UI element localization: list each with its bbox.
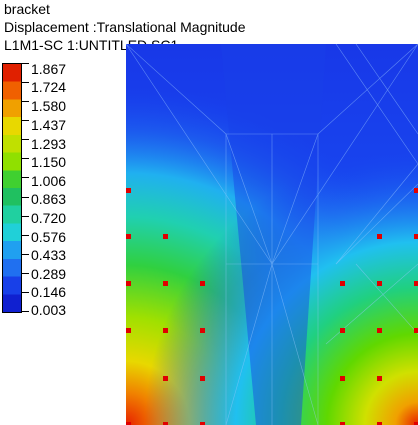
legend-tick — [22, 63, 29, 64]
constraint-marker — [377, 281, 382, 286]
constraint-marker — [200, 281, 205, 286]
header: bracket Displacement :Translational Magn… — [4, 0, 246, 54]
constraint-marker — [414, 422, 418, 425]
constraint-marker — [200, 376, 205, 381]
mesh-edge — [335, 163, 418, 265]
constraint-marker — [163, 376, 168, 381]
model-name: bracket — [4, 1, 50, 17]
legend-value: 1.293 — [31, 136, 67, 152]
legend-tick — [22, 272, 29, 274]
mesh-edge — [225, 263, 273, 425]
constraint-marker — [126, 328, 131, 333]
color-bar — [2, 63, 22, 313]
constraint-marker — [200, 422, 205, 425]
legend-tick — [22, 101, 29, 103]
legend-value: 0.720 — [31, 210, 67, 226]
legend-tick — [22, 139, 29, 141]
constraint-marker — [163, 328, 168, 333]
mesh-edge — [355, 44, 418, 135]
constraint-marker — [126, 422, 131, 425]
constraint-marker — [414, 281, 418, 286]
legend-tick — [22, 82, 29, 84]
mesh-edge — [126, 44, 273, 265]
constraint-marker — [200, 328, 205, 333]
mesh-edge — [271, 133, 319, 265]
constraint-marker — [377, 422, 382, 425]
result-title: Displacement :Translational Magnitude — [4, 19, 246, 35]
legend-value: 1.867 — [31, 61, 67, 77]
fringe-plot-canvas[interactable] — [126, 44, 418, 425]
legend-value: 0.433 — [31, 247, 67, 263]
constraint-marker — [163, 422, 168, 425]
legend-value: 1.580 — [31, 98, 67, 114]
constraint-marker — [414, 234, 418, 239]
legend-value: 1.006 — [31, 173, 67, 189]
constraint-marker — [126, 234, 131, 239]
constraint-marker — [163, 281, 168, 286]
constraint-marker — [340, 281, 345, 286]
legend-value: 0.146 — [31, 284, 67, 300]
legend-value: 1.150 — [31, 154, 67, 170]
legend-tick — [22, 291, 29, 293]
constraint-marker — [340, 422, 345, 425]
mesh-edge — [317, 44, 418, 135]
constraint-marker — [414, 328, 418, 333]
constraint-marker — [126, 281, 131, 286]
mesh-edge — [126, 44, 227, 135]
constraint-marker — [126, 188, 131, 193]
legend-tick — [22, 215, 29, 217]
legend-value: 0.289 — [31, 266, 67, 282]
mesh-edge — [335, 183, 418, 265]
constraint-marker — [340, 328, 345, 333]
constraint-marker — [377, 234, 382, 239]
legend-tick — [22, 196, 29, 198]
legend-tick — [22, 234, 29, 236]
contour-plot[interactable] — [126, 44, 418, 425]
legend-value: 0.003 — [31, 302, 67, 318]
legend-value: 1.437 — [31, 117, 67, 133]
legend-value: 0.863 — [31, 191, 67, 207]
color-legend: 1.867 1.724 1.580 1.437 1.293 1.150 1.00… — [1, 61, 121, 318]
constraint-marker — [340, 376, 345, 381]
mesh-edge — [335, 44, 418, 165]
legend-value: 1.724 — [31, 79, 67, 95]
constraint-marker — [377, 376, 382, 381]
legend-tick — [22, 158, 29, 160]
mesh-edge — [225, 133, 273, 265]
mesh-edge — [271, 44, 418, 265]
mesh-edge — [271, 263, 319, 425]
legend-tick — [22, 253, 29, 255]
constraint-markers — [126, 188, 418, 425]
legend-tick — [22, 177, 29, 179]
constraint-marker — [377, 328, 382, 333]
constraint-marker — [163, 234, 168, 239]
constraint-marker — [414, 188, 418, 193]
low-displacement-zone — [221, 44, 326, 425]
legend-tick — [22, 120, 29, 122]
legend-value: 0.576 — [31, 229, 67, 245]
mesh-edge — [355, 263, 418, 335]
legend-tick — [22, 311, 29, 312]
